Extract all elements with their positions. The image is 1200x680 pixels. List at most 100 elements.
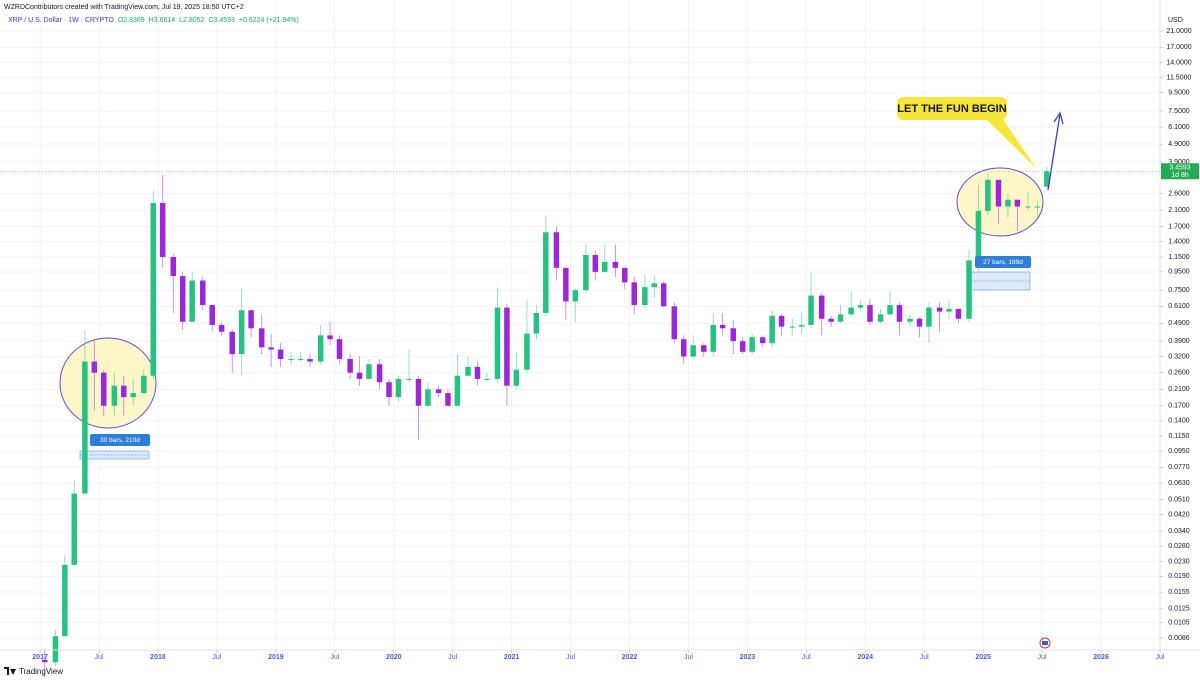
y-tick-label: 0.6100 [1168,303,1190,310]
candle-body [189,280,195,322]
candle-body [406,378,412,380]
candle-body [474,366,481,379]
grid [0,0,1161,650]
y-tick-label: 0.1400 [1168,418,1190,425]
candle-body [1005,199,1011,207]
candle-body [91,361,98,373]
candle-body [229,331,235,355]
candle-body [896,305,903,322]
legend-value: C3.4593 [208,17,235,24]
last-price-tag [1161,163,1199,180]
candle-body [710,324,716,352]
y-tick-label: 0.0340 [1168,528,1190,535]
x-tick-label: Jul [566,654,575,661]
y-tick-label: 1.7000 [1168,223,1190,230]
x-tick-label: Jul [212,654,221,661]
y-tick-label: 0.0510 [1168,496,1190,503]
candle-body [248,310,254,329]
candle-body [415,378,422,406]
candle-body [867,305,873,322]
x-tick-label: 2018 [150,654,166,661]
axes: 21.0000 17.0000 14.0000 11.5000 9.5000 7.5000… [0,28,1199,661]
y-tick-label: 7.5000 [1168,108,1190,115]
candle-body [395,378,402,398]
candle-body [583,254,589,291]
candle-body [553,232,560,268]
candle-body [837,314,844,322]
candle-body [602,261,608,272]
x-tick-label: Jul [448,654,457,661]
x-tick-label: 2025 [975,654,991,661]
y-tick-label: 21.0000 [1166,28,1191,35]
candle-body [749,337,755,352]
candle-body [317,335,324,362]
candle-body [179,276,186,322]
candle-body [572,290,579,302]
candle-body [789,326,795,328]
candle-body [533,312,540,334]
x-tick-label: Jul [920,654,929,661]
candle-body [347,359,353,373]
candle-body [386,382,392,398]
axis-unit: USD [1168,17,1183,24]
x-tick-label: 2022 [622,654,638,661]
candle-body [631,282,637,306]
candle-body [82,361,88,494]
callout-pointer [985,115,1036,168]
candle-body [170,256,177,277]
candle-body [435,389,442,394]
candle-body [288,359,294,361]
y-tick-label: 0.0105 [1168,619,1190,626]
y-tick-label: 0.0420 [1168,511,1190,518]
candle-body [307,359,313,362]
candle-body [622,267,628,283]
candle-body [238,310,245,355]
candle-body [494,307,501,379]
y-tick-label: 0.0230 [1168,558,1190,565]
y-tick-label: 0.9500 [1168,269,1190,276]
candle-body [907,318,913,322]
candle-body [877,314,884,322]
y-tick-label: 0.2600 [1168,370,1190,377]
candle-body [778,315,785,327]
candle-body [297,359,304,361]
candle-body [130,393,136,398]
legend-symbol: XRP / U.S. Dollar · 1W · CRYPTO [8,17,114,24]
candle-body [759,337,766,344]
y-tick-label: 1.1500 [1168,254,1190,261]
candle-body [808,295,814,325]
candle-body [1044,171,1050,187]
legend-value: H3.6614 [149,17,176,24]
candle-body [454,375,461,406]
candle-body [730,328,737,342]
y-tick-label: 9.5000 [1168,89,1190,96]
x-tick-label: 2019 [268,654,284,661]
y-tick-label: 0.0125 [1168,606,1190,613]
candle-body [680,339,687,357]
y-tick-label: 0.1700 [1168,403,1190,410]
candle-body [209,305,215,325]
candle-body [660,283,667,307]
candle-body [818,295,825,319]
candles [42,166,1050,678]
candle-body [513,369,520,386]
x-tick-label: 2021 [504,654,520,661]
y-tick-label: 14.0000 [1166,59,1191,66]
candle-body [121,385,127,398]
candle-body [445,393,451,406]
legend-value: +0.6224 (+21.94%) [239,17,299,24]
candle-body [218,324,225,332]
legend-value: L2.8052 [179,17,204,24]
candle-body [484,378,490,380]
y-tick-label: 0.0630 [1168,480,1190,487]
candle-body [425,389,431,406]
x-tick-label: 2024 [857,654,873,661]
x-tick-label: Jul [1038,654,1047,661]
candle-body [798,324,805,327]
candle-body [651,283,658,288]
footer-logo [4,667,16,675]
candle-body [690,345,696,357]
candle-body [642,287,648,306]
